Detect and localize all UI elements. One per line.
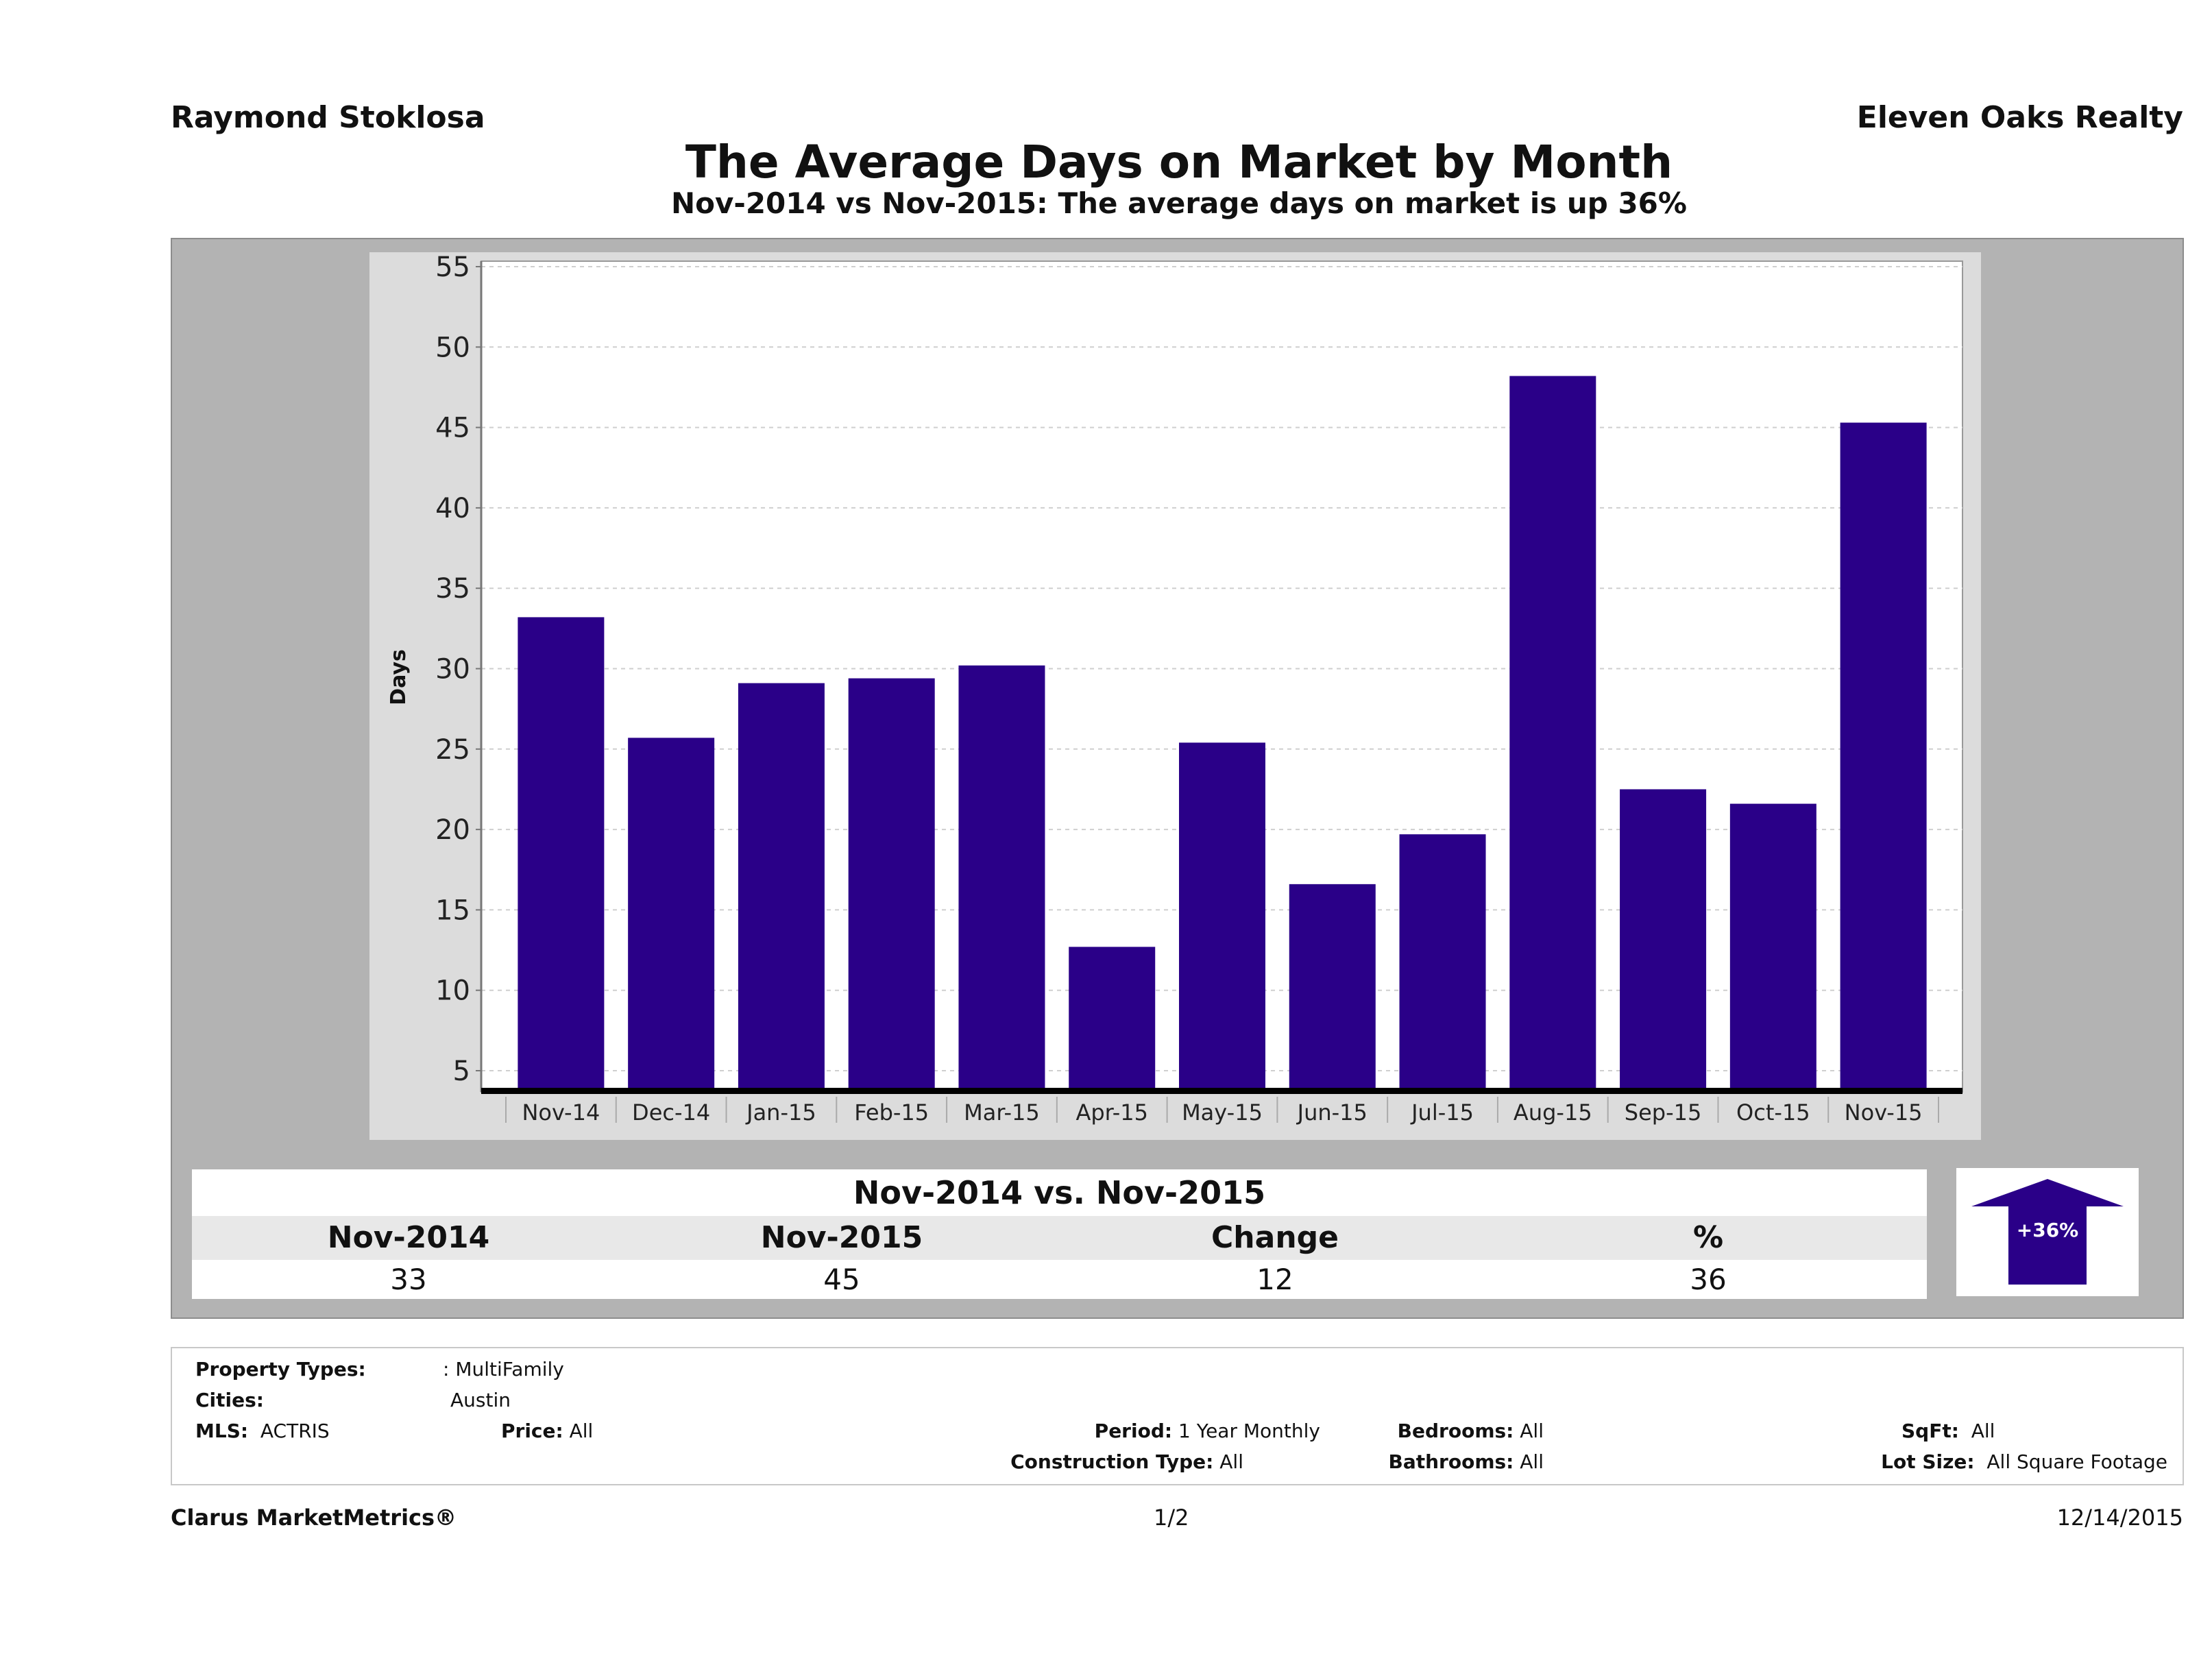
x-tick-label: Jan-15 [745, 1099, 816, 1126]
bar-nov-15 [1840, 422, 1927, 1088]
change-badge-text: +36% [2017, 1219, 2078, 1241]
bar-mar-15 [958, 665, 1045, 1088]
bar-sep-15 [1620, 789, 1707, 1088]
lot-size-field: Lot Size: All Square Footage [1881, 1450, 2167, 1473]
up-arrow-icon: +36% [1971, 1179, 2124, 1285]
period-field: Period: 1 Year Monthly [1095, 1420, 1320, 1442]
y-tick-label: 25 [435, 734, 470, 766]
summary-header-cell: Nov-2014 [327, 1220, 490, 1255]
period-label: Period: [1094, 1420, 1173, 1442]
construction-value: All [1219, 1450, 1243, 1473]
bar-apr-15 [1069, 947, 1156, 1088]
summary-header-cell: Nov-2015 [760, 1220, 923, 1255]
bar-jun-15 [1289, 884, 1376, 1088]
bar-jan-15 [738, 683, 825, 1088]
x-tick-label: Feb-15 [854, 1099, 929, 1126]
summary-value-cell: 12 [1256, 1263, 1293, 1296]
property-types-value: : MultiFamily [443, 1358, 564, 1381]
x-tick-label: Apr-15 [1075, 1099, 1148, 1126]
sqft-value: All [1971, 1420, 1995, 1442]
bar-oct-15 [1729, 803, 1816, 1088]
y-tick-label: 55 [435, 252, 470, 283]
y-axis-ticks: 5 10 15 20 25 30 35 40 45 50 55 [435, 252, 481, 1087]
x-axis-labels: Nov-14 Dec-14 Jan-15 Feb-15 Mar-15 Apr-15 May-… [505, 1097, 1939, 1126]
y-tick-label: 30 [435, 654, 470, 685]
summary-header-cell: Change [1211, 1220, 1339, 1255]
summary-title: Nov-2014 vs. Nov-2015 [192, 1169, 1927, 1216]
y-axis-label: Days [387, 649, 411, 705]
page-subtitle: Nov-2014 vs Nov-2015: The average days o… [671, 186, 1687, 220]
x-tick-label: Jun-15 [1296, 1099, 1368, 1126]
agent-name: Raymond Stoklosa [171, 100, 485, 135]
up-arrow-shape [1971, 1179, 2124, 1285]
y-tick-label: 45 [435, 413, 470, 444]
sqft-label: SqFt: [1901, 1420, 1959, 1442]
y-tick-label: 10 [435, 975, 470, 1007]
bedrooms-value: All [1520, 1420, 1544, 1442]
page-number: 1/2 [1154, 1505, 1189, 1531]
bar-feb-15 [848, 678, 935, 1088]
bathrooms-value: All [1520, 1450, 1544, 1473]
x-tick-label: Mar-15 [964, 1099, 1040, 1126]
bar-jul-15 [1399, 834, 1486, 1088]
summary-value-cell: 36 [1690, 1263, 1727, 1296]
brokerage-name: Eleven Oaks Realty [1856, 100, 2183, 135]
x-tick-label: Oct-15 [1736, 1099, 1810, 1126]
y-tick-label: 35 [435, 573, 470, 605]
period-value: 1 Year Monthly [1178, 1420, 1320, 1442]
mls-value: ACTRIS [260, 1420, 330, 1442]
footer-brand: Clarus MarketMetrics® [171, 1505, 457, 1531]
mls-label: MLS: [195, 1420, 249, 1442]
bar-nov-14 [518, 617, 605, 1088]
bedrooms-field: Bedrooms: All [1398, 1420, 1544, 1442]
lot-size-value: All Square Footage [1986, 1450, 2167, 1473]
x-tick-label: Nov-15 [1845, 1099, 1923, 1126]
gridlines [481, 266, 1962, 1071]
y-tick-label: 20 [435, 814, 470, 846]
price-label: Price: [501, 1420, 563, 1442]
cities-value: Austin [450, 1389, 511, 1411]
mls-field: MLS: ACTRIS [195, 1420, 330, 1442]
x-tick-label: Aug-15 [1514, 1099, 1592, 1126]
x-axis-baseline [481, 1088, 1962, 1094]
summary-value-cell: 45 [823, 1263, 860, 1296]
x-tick-label: May-15 [1182, 1099, 1263, 1126]
sqft-field: SqFt: All [1901, 1420, 1995, 1442]
price-value: All [569, 1420, 594, 1442]
y-tick-label: 40 [435, 493, 470, 524]
cities-field: Cities: [195, 1389, 264, 1411]
page-title: The Average Days on Market by Month [685, 136, 1673, 189]
bathrooms-label: Bathrooms: [1388, 1450, 1514, 1473]
bar-may-15 [1179, 742, 1265, 1088]
x-tick-label: Sep-15 [1625, 1099, 1702, 1126]
bars [518, 376, 1927, 1088]
price-field: Price: All [501, 1420, 593, 1442]
construction-label: Construction Type: [1010, 1450, 1214, 1473]
y-tick-label: 15 [435, 895, 470, 926]
property-types-field: Property Types: [195, 1358, 366, 1381]
lot-size-label: Lot Size: [1881, 1450, 1975, 1473]
change-badge: +36% [1956, 1168, 2139, 1296]
bedrooms-label: Bedrooms: [1397, 1420, 1514, 1442]
y-tick-label: 5 [453, 1056, 470, 1087]
bar-chart: 5 10 15 20 25 30 35 40 45 50 55 Nov-14 Dec-14 Jan-15… [387, 252, 1963, 1126]
y-tick-label: 50 [435, 332, 470, 363]
x-tick-label: Dec-14 [632, 1099, 710, 1126]
bar-aug-15 [1509, 376, 1596, 1088]
summary-header-cell: % [1692, 1220, 1724, 1255]
property-types-label: Property Types: [195, 1358, 366, 1381]
summary-value-row: 33 45 12 36 [192, 1260, 1927, 1299]
summary-header-row: Nov-2014 Nov-2015 Change % [192, 1216, 1927, 1260]
report-date: 12/14/2015 [2056, 1505, 2183, 1531]
filter-info-box: Property Types: : MultiFamily Cities: Au… [171, 1347, 2184, 1485]
bar-dec-14 [628, 738, 715, 1088]
x-tick-label: Nov-14 [522, 1099, 600, 1126]
summary-value-cell: 33 [390, 1263, 427, 1296]
construction-field: Construction Type: All [1010, 1450, 1243, 1473]
cities-label: Cities: [195, 1389, 264, 1411]
x-tick-label: Jul-15 [1410, 1099, 1474, 1126]
bathrooms-field: Bathrooms: All [1389, 1450, 1544, 1473]
